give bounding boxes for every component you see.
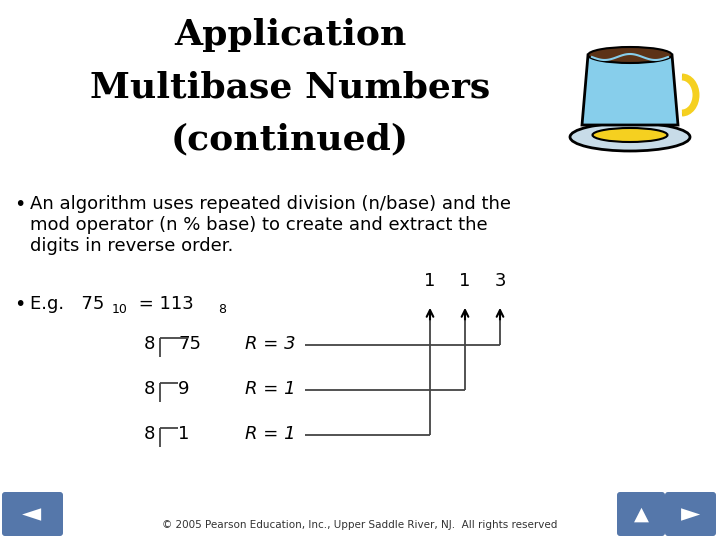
Text: 1: 1 [178, 425, 189, 443]
Text: = 113: = 113 [133, 295, 194, 313]
Text: 3: 3 [494, 272, 505, 290]
FancyBboxPatch shape [617, 492, 665, 536]
Text: Multibase Numbers: Multibase Numbers [90, 70, 490, 104]
Text: ►: ► [681, 502, 701, 526]
Text: 8: 8 [218, 303, 226, 316]
Text: 9: 9 [178, 380, 189, 398]
Text: An algorithm uses repeated division (n/base) and the
mod operator (n % base) to : An algorithm uses repeated division (n/b… [30, 195, 511, 254]
Text: R = 1: R = 1 [245, 425, 296, 443]
Ellipse shape [570, 123, 690, 151]
Text: Application: Application [174, 18, 406, 52]
Text: E.g.   75: E.g. 75 [30, 295, 104, 313]
Text: •: • [14, 295, 25, 314]
Ellipse shape [588, 47, 672, 63]
Text: 1: 1 [459, 272, 471, 290]
Text: ◄: ◄ [22, 502, 42, 526]
Text: 8: 8 [143, 335, 155, 353]
Text: •: • [14, 195, 25, 214]
Text: 10: 10 [112, 303, 128, 316]
Text: 1: 1 [424, 272, 436, 290]
Text: (continued): (continued) [171, 122, 409, 156]
Polygon shape [582, 55, 678, 125]
Text: © 2005 Pearson Education, Inc., Upper Saddle River, NJ.  All rights reserved: © 2005 Pearson Education, Inc., Upper Sa… [162, 520, 558, 530]
Text: 75: 75 [178, 335, 201, 353]
Text: ▲: ▲ [634, 504, 649, 523]
Text: R = 1: R = 1 [245, 380, 296, 398]
Text: R = 3: R = 3 [245, 335, 296, 353]
FancyBboxPatch shape [2, 492, 63, 536]
FancyBboxPatch shape [665, 492, 716, 536]
Text: 8: 8 [143, 380, 155, 398]
Ellipse shape [593, 128, 667, 142]
Text: 8: 8 [143, 425, 155, 443]
